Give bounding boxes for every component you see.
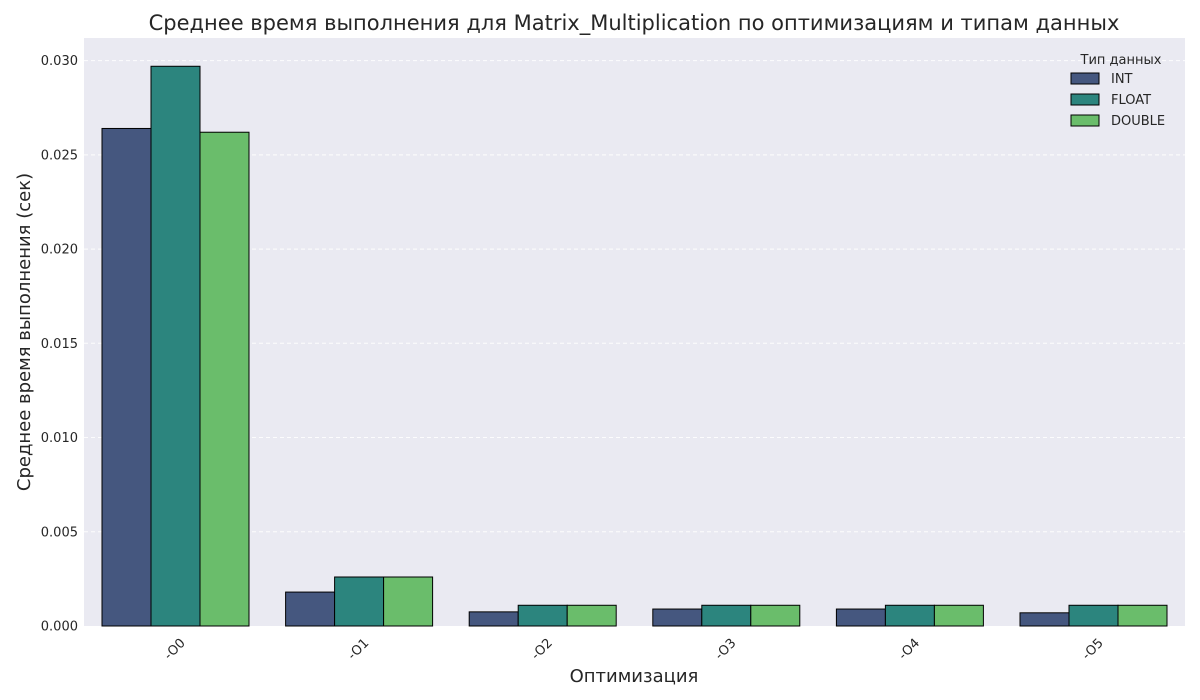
y-tick-label: 0.010 — [41, 431, 78, 446]
x-tick-label: -O5 — [1079, 636, 1106, 663]
bar-o4-series-1 — [884, 604, 935, 627]
legend-label: FLOAT — [1111, 93, 1151, 108]
bar-o1-series-2 — [383, 576, 434, 627]
bar-o5-series-1 — [1068, 604, 1119, 627]
bar-o0-series-1 — [150, 65, 201, 627]
legend-label: DOUBLE — [1111, 114, 1165, 129]
bar-o1-series-0 — [285, 591, 336, 627]
y-tick-label: 0.025 — [41, 148, 78, 163]
y-tick-label: 0.005 — [41, 525, 78, 540]
y-axis-label: Среднее время выполнения (сек) — [14, 173, 35, 491]
legend-swatch — [1070, 114, 1100, 127]
x-tick-label: -O0 — [161, 636, 188, 663]
grid-layer — [84, 60, 1185, 533]
y-tick-label: 0.030 — [41, 54, 78, 69]
chart-title: Среднее время выполнения для Matrix_Mult… — [149, 11, 1120, 36]
y-tick-label: 0.020 — [41, 243, 78, 258]
bar-o4-series-0 — [835, 608, 886, 627]
legend: Тип данных INT FLOAT DOUBLE — [1070, 53, 1165, 129]
bar-o1-series-1 — [334, 576, 385, 627]
y-tick-layer: 0.000 0.005 0.010 0.015 0.020 0.025 0.030 — [41, 54, 78, 634]
x-axis-label: Оптимизация — [570, 666, 699, 687]
bar-o2-series-2 — [566, 604, 617, 627]
legend-swatch — [1070, 93, 1100, 106]
legend-swatch — [1070, 72, 1100, 85]
x-tick-label: -O1 — [345, 636, 372, 663]
x-tick-layer: -O0 -O1 -O2 -O3 -O4 -O5 — [161, 636, 1106, 663]
bar-o2-series-0 — [468, 611, 519, 627]
bar-o0-series-0 — [101, 127, 152, 627]
x-tick-label: -O2 — [529, 636, 556, 663]
bar-o5-series-0 — [1019, 612, 1070, 627]
x-tick-label: -O3 — [712, 636, 739, 663]
plot-background — [84, 38, 1185, 626]
bar-o3-series-2 — [750, 604, 801, 627]
bar-o5-series-2 — [1117, 604, 1168, 627]
x-tick-label: -O4 — [896, 636, 923, 663]
bar-o2-series-1 — [517, 604, 568, 627]
bar-o0-series-2 — [199, 131, 250, 627]
y-tick-label: 0.000 — [41, 620, 78, 635]
bar-o3-series-1 — [701, 604, 752, 627]
legend-label: INT — [1111, 72, 1133, 87]
legend-title: Тип данных — [1080, 53, 1162, 68]
bar-layer — [101, 65, 1168, 627]
bar-o4-series-2 — [933, 604, 984, 627]
bar-o3-series-0 — [652, 608, 703, 627]
y-tick-label: 0.015 — [41, 337, 78, 352]
